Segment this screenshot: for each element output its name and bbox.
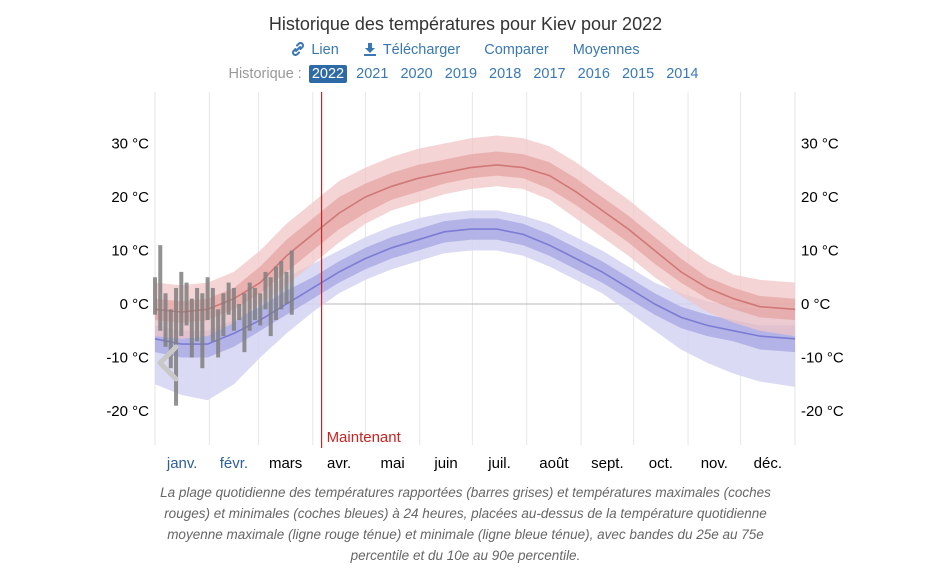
- y-tick-label: 10 °C: [111, 243, 149, 260]
- link-label: Lien: [311, 42, 339, 58]
- previous-year-arrow[interactable]: [157, 344, 179, 382]
- link-icon: [292, 42, 305, 56]
- observed-bar: [189, 298, 194, 358]
- y-tick-label: -20 °C: [801, 403, 844, 420]
- year-link[interactable]: 2020: [400, 66, 433, 82]
- download-icon: [363, 43, 376, 56]
- year-link[interactable]: 2014: [666, 66, 699, 82]
- month-label: août: [539, 455, 569, 472]
- observed-bar: [231, 287, 236, 331]
- observed-bar: [216, 309, 221, 358]
- year-link[interactable]: 2016: [577, 66, 610, 82]
- observed-bar: [279, 261, 284, 310]
- y-tick-label: -10 °C: [801, 350, 844, 367]
- month-label: déc.: [754, 455, 782, 472]
- observed-bar: [195, 287, 200, 342]
- month-label: oct.: [649, 455, 673, 472]
- year-link[interactable]: 2021: [356, 66, 389, 82]
- x-axis-months: janv. févr. mars avr. mai juin juil. août sept. o…: [166, 455, 782, 472]
- high-band-25-75: [155, 151, 795, 323]
- page-title: Historique des températures pour Kiev po…: [268, 14, 663, 34]
- observed-bar: [273, 266, 278, 321]
- y-tick-label: -20 °C: [106, 403, 149, 420]
- month-label: mars: [269, 455, 302, 472]
- y-tick-label: 0 °C: [120, 296, 150, 313]
- observed-bar: [242, 293, 247, 353]
- observed-bar: [226, 282, 231, 315]
- month-label: juil.: [487, 455, 511, 472]
- y-tick-label: -10 °C: [106, 350, 149, 367]
- chevron-left-icon[interactable]: [157, 344, 179, 382]
- month-label: juin: [433, 455, 457, 472]
- observed-bar: [237, 304, 242, 321]
- y-tick-label: 20 °C: [801, 189, 839, 206]
- observed-bar: [153, 277, 157, 315]
- month-label: janv.: [166, 455, 198, 472]
- observed-bar: [284, 271, 289, 304]
- year-selector: Historique : 2022 2021 2020 2019 2018 20…: [0, 65, 931, 83]
- month-label: févr.: [220, 455, 248, 472]
- temperature-chart: Maintenant -20 °C -10 °C 0 °C 10 °C 20 °C 30 …: [106, 92, 844, 472]
- observed-bar: [200, 293, 205, 369]
- averages-link[interactable]: Moyennes: [572, 42, 640, 58]
- year-link[interactable]: 2019: [444, 66, 478, 82]
- observed-bar: [179, 271, 184, 337]
- observed-bar: [184, 282, 189, 326]
- month-label: nov.: [701, 455, 728, 472]
- observed-bar: [163, 293, 168, 347]
- observed-bar: [268, 277, 273, 337]
- history-label: Historique :: [228, 66, 302, 82]
- year-link[interactable]: 2017: [533, 66, 566, 82]
- month-label: sept.: [591, 455, 624, 472]
- y-tick-label: 20 °C: [111, 189, 149, 206]
- year-link-selected[interactable]: 2022: [308, 65, 348, 83]
- observed-bar: [205, 277, 210, 321]
- y-tick-label: 30 °C: [801, 136, 839, 153]
- observed-bar: [252, 287, 257, 321]
- y-tick-label: 0 °C: [801, 296, 831, 313]
- month-label: mai: [381, 455, 405, 472]
- now-label: Maintenant: [327, 429, 402, 446]
- compare-link[interactable]: Comparer: [484, 42, 549, 58]
- download-button[interactable]: Télécharger: [363, 42, 460, 58]
- link-button[interactable]: Lien: [291, 42, 339, 58]
- month-label: avr.: [327, 455, 351, 472]
- observed-bar: [168, 309, 173, 369]
- now-marker: Maintenant: [320, 92, 402, 448]
- y-axis-right: -20 °C -10 °C 0 °C 10 °C 20 °C 30 °C: [801, 136, 844, 421]
- observed-bar: [247, 282, 252, 331]
- year-link[interactable]: 2015: [621, 66, 655, 82]
- observed-bar: [158, 245, 163, 331]
- year-link[interactable]: 2018: [489, 66, 522, 82]
- action-links: Lien Télécharger Comparer Moyennes: [0, 42, 931, 58]
- y-tick-label: 10 °C: [801, 243, 839, 260]
- download-label: Télécharger: [382, 42, 461, 58]
- high-mean-line: [154, 164, 796, 313]
- observed-bar: [258, 293, 263, 326]
- y-axis-left: -20 °C -10 °C 0 °C 10 °C 20 °C 30 °C: [106, 136, 149, 421]
- chart-caption: La plage quotidienne des températures ra…: [160, 485, 771, 563]
- y-tick-label: 30 °C: [111, 136, 149, 153]
- observed-bar: [263, 271, 268, 310]
- observed-bar: [289, 250, 294, 315]
- observed-bar: [221, 293, 226, 337]
- observed-bar: [210, 287, 215, 342]
